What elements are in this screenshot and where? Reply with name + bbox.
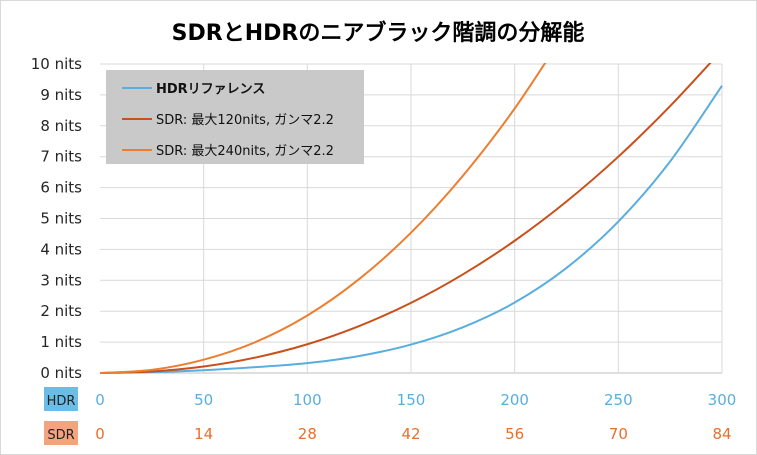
x-axis-badge <box>44 421 78 445</box>
x-tick-label: 56 <box>505 425 524 443</box>
x-axis-badge-label: HDR <box>47 394 76 409</box>
x-tick-label: 150 <box>397 391 426 409</box>
x-tick-label: 100 <box>293 391 322 409</box>
x-tick-label: 70 <box>609 425 628 443</box>
x-tick-label: 42 <box>401 425 420 443</box>
series-line <box>100 63 547 374</box>
y-tick-label: 0 nits <box>40 364 82 382</box>
y-tick-label: 3 nits <box>40 271 82 289</box>
x-tick-label: 28 <box>298 425 317 443</box>
y-tick-label: 9 nits <box>40 86 82 104</box>
series-line <box>100 85 723 374</box>
series-line <box>100 63 712 374</box>
x-tick-label: 14 <box>194 425 213 443</box>
x-axes: HDR 0 50 100 150 200 250 300 SDR 0 14 28 42 56 70 84 <box>44 387 736 445</box>
x-tick-label: 0 <box>95 391 105 409</box>
chart-title: SDRとHDRのニアブラック階調の分解能 <box>172 20 585 46</box>
legend-label: HDRリファレンス <box>156 82 265 97</box>
y-tick-label: 4 nits <box>40 240 82 258</box>
x-tick-label: 250 <box>604 391 633 409</box>
y-tick-label: 8 nits <box>40 117 82 135</box>
y-tick-label: 5 nits <box>40 210 82 228</box>
x-tick-label: 50 <box>194 391 213 409</box>
legend: HDRリファレンス SDR: 最大120nits, ガンマ2.2 SDR: 最大24… <box>106 70 364 164</box>
y-tick-label: 2 nits <box>40 302 82 320</box>
y-tick-label: 10 nits <box>31 55 82 73</box>
legend-box <box>106 70 364 164</box>
y-tick-label: 1 nits <box>40 333 82 351</box>
x-axis-badge <box>44 387 78 411</box>
y-tick-label: 7 nits <box>40 148 82 166</box>
legend-label: SDR: 最大120nits, ガンマ2.2 <box>156 113 334 128</box>
series-lines <box>100 63 723 374</box>
x-tick-label: 84 <box>712 425 731 443</box>
legend-label: SDR: 最大240nits, ガンマ2.2 <box>156 144 334 159</box>
x-tick-label: 300 <box>708 391 737 409</box>
x-tick-label: 200 <box>500 391 529 409</box>
y-tick-label: 6 nits <box>40 179 82 197</box>
x-axis-badge-label: SDR <box>47 428 74 443</box>
y-axis-ticks: 0 nits 1 nits 2 nits 3 nits 4 nits 5 nits 6 ni… <box>31 55 82 382</box>
x-tick-label: 0 <box>95 425 105 443</box>
